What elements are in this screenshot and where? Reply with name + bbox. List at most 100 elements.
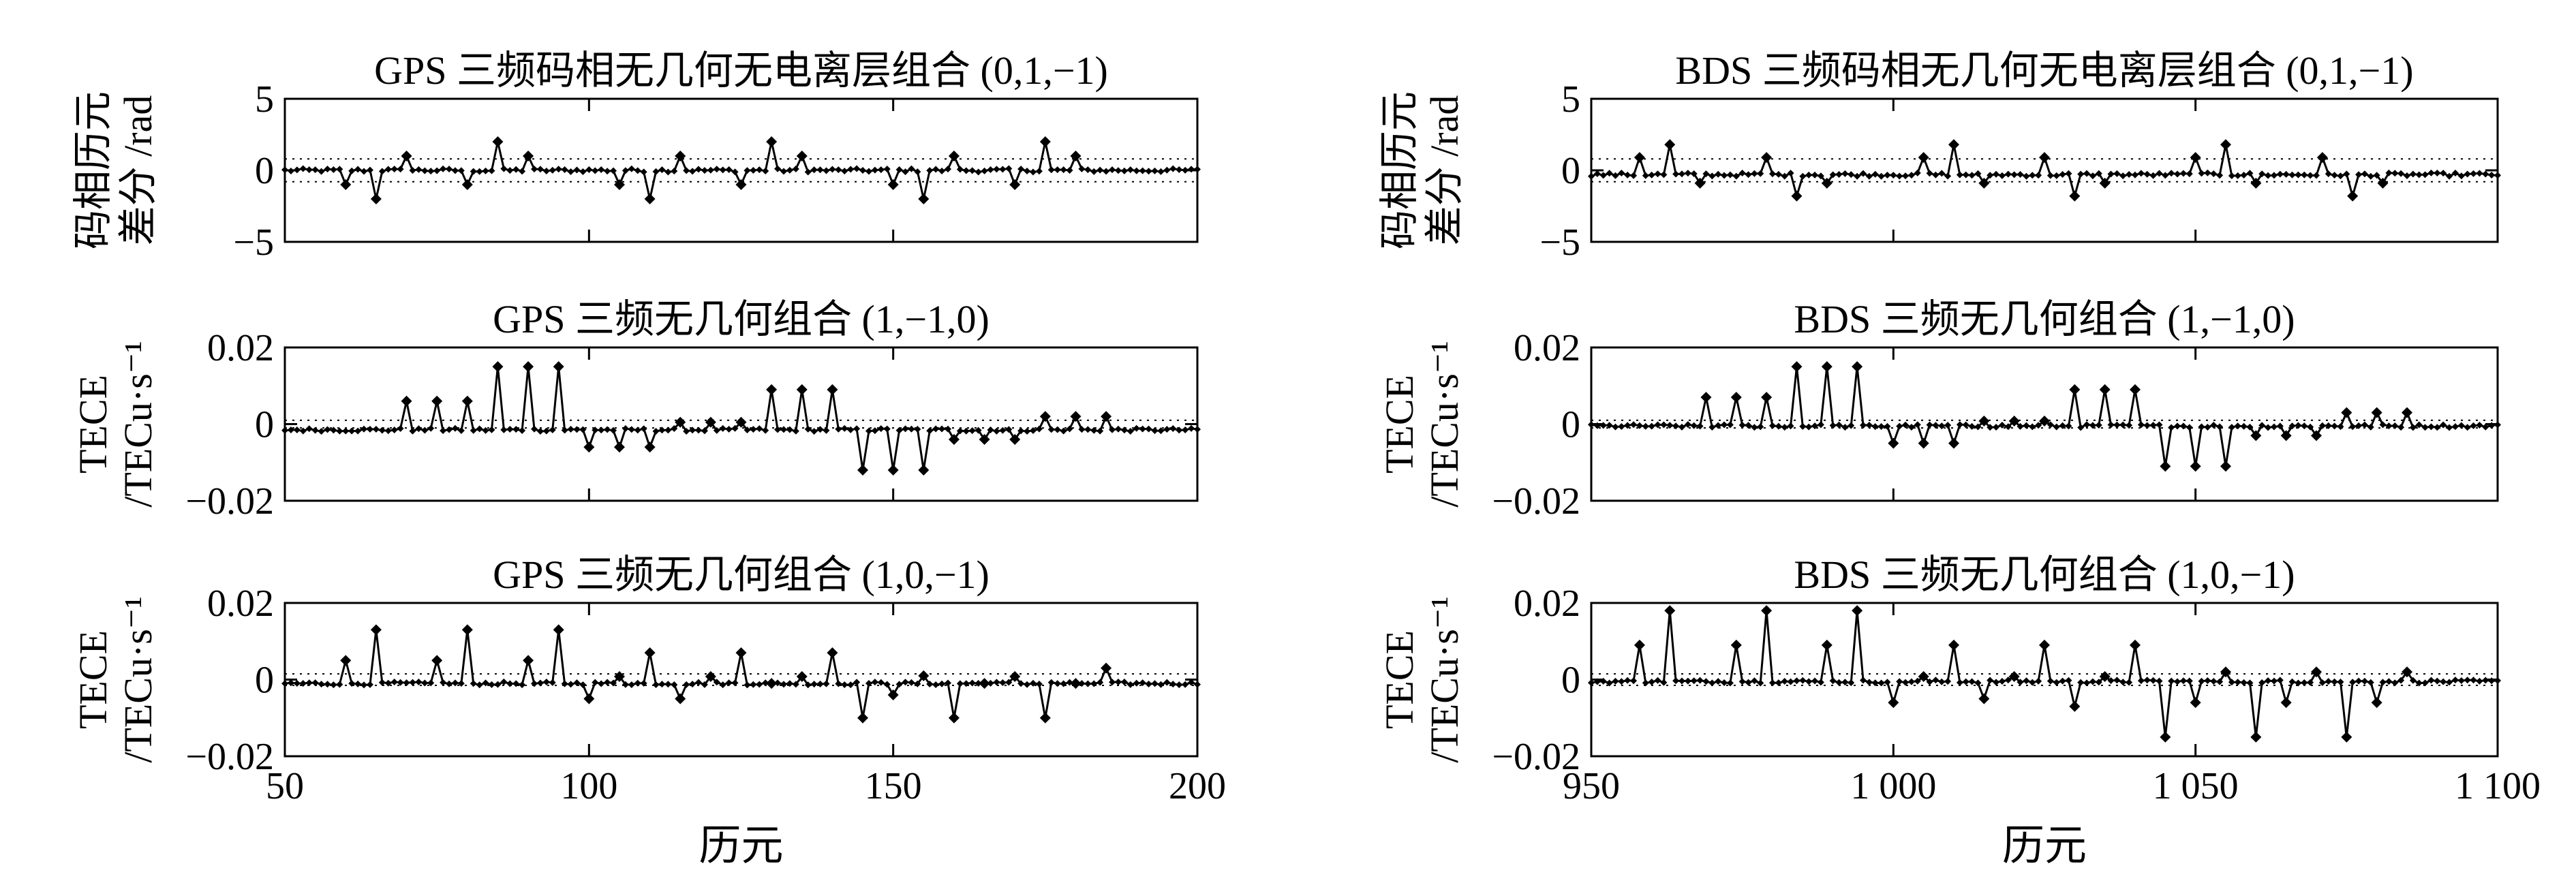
data-point [695, 426, 703, 434]
data-point [1987, 677, 1994, 684]
data-point [1902, 421, 1910, 429]
data-point [476, 681, 483, 689]
data-point [1672, 677, 1680, 685]
spike-point [1852, 361, 1863, 373]
data-point [835, 166, 842, 174]
spike-point [705, 671, 716, 682]
data-point [305, 166, 313, 174]
data-point [610, 679, 617, 687]
data-point [750, 166, 757, 174]
data-point [2325, 170, 2332, 178]
data-point [2331, 422, 2338, 430]
data-point [841, 424, 848, 432]
spike-point [2069, 700, 2081, 712]
data-point [457, 680, 465, 687]
data-point [2440, 678, 2447, 685]
data-point [1120, 167, 1128, 174]
data-point [1606, 170, 1613, 177]
data-point [1745, 171, 1752, 178]
data-point [1751, 170, 1758, 177]
spike-point [523, 655, 534, 666]
data-point [1690, 422, 1698, 429]
data-point [446, 166, 453, 173]
data-point [2355, 677, 2363, 685]
data-point [1696, 677, 1704, 684]
data-point [2415, 171, 2423, 178]
data-point [2204, 677, 2211, 684]
data-point [914, 680, 921, 687]
data-point [536, 428, 544, 435]
data-point [2149, 172, 2157, 179]
data-point [530, 425, 538, 433]
data-point [1169, 425, 1177, 433]
spike-point [1694, 177, 1706, 189]
spike-point [2347, 190, 2359, 202]
data-point [1907, 172, 1915, 179]
data-point [1157, 427, 1165, 435]
data-point [671, 424, 678, 432]
data-point [774, 679, 782, 687]
data-point [1005, 165, 1013, 172]
data-point [573, 166, 581, 174]
data-point [1176, 426, 1183, 434]
data-point [2337, 423, 2344, 431]
data-point [2240, 422, 2248, 430]
spike-point [735, 416, 747, 428]
data-point [2476, 677, 2483, 685]
data-point [1588, 172, 1595, 180]
data-point [877, 425, 885, 433]
spike-point [340, 655, 352, 666]
data-point [1182, 426, 1189, 434]
data-point [1029, 168, 1037, 176]
data-point [451, 424, 459, 432]
data-point [1968, 678, 1976, 685]
data-point [2004, 170, 2012, 178]
data-point [494, 681, 502, 688]
data-point [361, 681, 368, 689]
data-point [1017, 680, 1025, 687]
data-point [2288, 422, 2296, 430]
data-point [2367, 423, 2374, 431]
data-point [993, 166, 1000, 173]
data-point [2126, 422, 2133, 429]
data-point [871, 679, 878, 686]
data-point [804, 425, 812, 433]
data-point [671, 168, 678, 175]
data-point [622, 167, 629, 174]
data-point [908, 679, 915, 686]
data-point [1956, 421, 1963, 429]
data-point [701, 681, 708, 688]
data-point [1618, 423, 1625, 431]
data-point [2325, 678, 2332, 685]
data-point [2301, 171, 2308, 178]
y-tick-label: 0.02 [207, 327, 274, 369]
data-point [1084, 166, 1092, 174]
panel-title: BDS 三频无几何组合 (1,−1,0) [1794, 297, 2295, 341]
data-point [2186, 424, 2193, 431]
data-point [2337, 679, 2344, 686]
spike-point [523, 151, 534, 161]
data-point [2228, 424, 2235, 431]
data-point [792, 427, 799, 435]
data-point [610, 167, 617, 174]
data-point [1097, 679, 1104, 686]
spike-point [857, 465, 869, 476]
data-point [2295, 171, 2302, 178]
y-axis-label: TECE [71, 375, 115, 473]
data-point [2168, 677, 2175, 685]
data-point [348, 427, 356, 435]
data-point [1151, 427, 1159, 435]
data-point [415, 166, 423, 173]
data-point [707, 166, 714, 174]
data-point [287, 167, 294, 174]
data-point [2258, 679, 2266, 687]
data-point [1618, 678, 1625, 685]
spike-point [766, 136, 778, 147]
data-point [853, 425, 861, 433]
data-point [2113, 170, 2121, 177]
spike-point [583, 441, 595, 453]
data-point [451, 167, 459, 174]
data-point [1690, 170, 1698, 177]
data-point [658, 166, 666, 174]
data-point [1715, 422, 1722, 429]
